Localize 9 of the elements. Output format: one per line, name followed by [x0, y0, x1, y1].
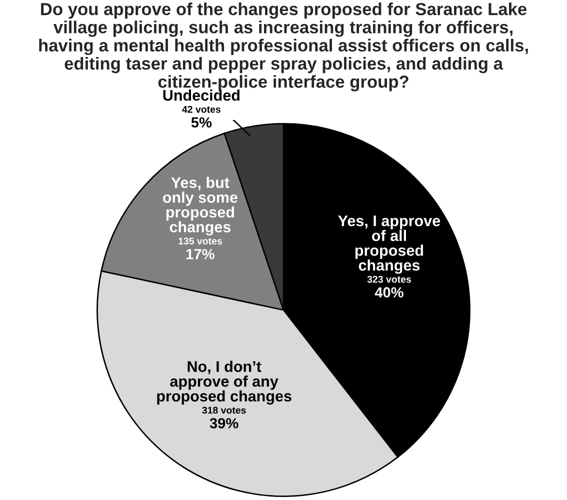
slice-label: Yes, I approve of all proposed changes: [338, 216, 440, 274]
data-label: 42 votes 5%: [182, 106, 220, 128]
data-label: 318 votes 39%: [202, 406, 246, 428]
slice-label: Undecided: [163, 90, 240, 101]
data-label: 135 votes 17%: [178, 238, 222, 260]
data-label: 323 votes 40%: [367, 276, 411, 298]
slice-label: No, I don’t approve of any proposed changes: [157, 360, 292, 405]
slice-label: Yes, but only some proposed changes: [163, 176, 238, 236]
chart-title: Do you approve of the changes proposed for Saranac Lake village policing, such as increasing training for officers, having a mental health professional assist officers on calls, editing taser and pepper spray policies, and adding a citizen-police interface group?: [39, 2, 528, 92]
